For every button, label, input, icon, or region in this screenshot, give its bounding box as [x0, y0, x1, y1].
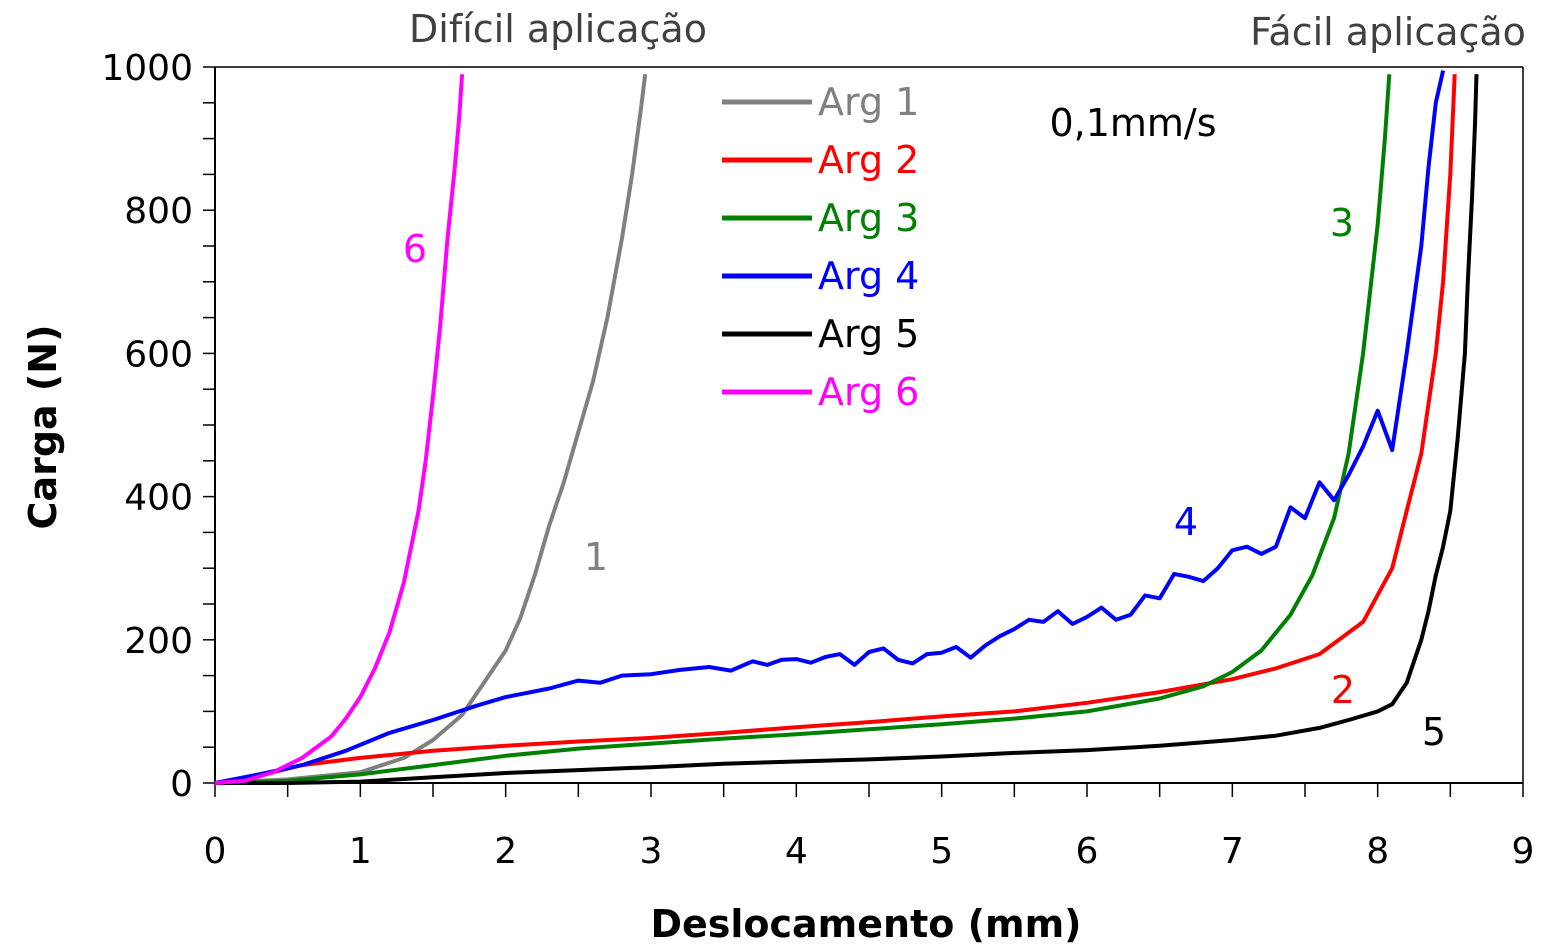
- series-line-arg-4: [214, 70, 1446, 785]
- legend-entry-label: Arg 6: [818, 370, 919, 414]
- legend-entry-label: Arg 1: [818, 80, 919, 124]
- annotation-easy-application: Fácil aplicação: [1250, 10, 1526, 54]
- x-tick-label: 0: [204, 831, 227, 872]
- x-tick-label: 2: [494, 831, 517, 872]
- legend-entry-label: Arg 2: [818, 138, 919, 182]
- x-tick-label: 9: [1512, 831, 1535, 872]
- plot-frame: [215, 66, 1524, 783]
- annotations: Difícil aplicação Fácil aplicação 0,1mm/…: [409, 7, 1526, 145]
- legend-entry-label: Arg 3: [818, 196, 919, 240]
- x-tick-label: 6: [1076, 831, 1099, 872]
- curve-label-arg-6: 6: [403, 227, 427, 271]
- x-tick-label: 7: [1221, 831, 1244, 872]
- x-tick-label: 1: [349, 831, 372, 872]
- curve-label-arg-3: 3: [1330, 201, 1354, 245]
- legend: Arg 1 Arg 2 Arg 3 Arg 4 Arg 5 Arg 6: [722, 80, 919, 414]
- annotation-hard-application: Difícil aplicação: [409, 7, 707, 51]
- x-axis-title: Deslocamento (mm): [650, 902, 1081, 946]
- series-line-arg-2: [214, 74, 1457, 785]
- y-tick-label: 200: [124, 621, 193, 662]
- curve-label-arg-5: 5: [1422, 710, 1446, 754]
- axes: 0 1 2 3 4 5 6 7 8 9 0 200 400 600 800 1000: [101, 48, 1534, 872]
- curve-label-arg-4: 4: [1174, 500, 1198, 544]
- legend-entry-label: Arg 4: [818, 254, 919, 298]
- y-tick-label: 800: [124, 191, 193, 232]
- y-tick-label: 600: [124, 334, 193, 375]
- series-line-arg-3: [214, 74, 1392, 785]
- axis-titles: Deslocamento (mm) Carga (N): [21, 325, 1082, 946]
- annotation-test-rate: 0,1mm/s: [1049, 101, 1216, 145]
- y-tick-label: 1000: [101, 48, 193, 89]
- x-tick-label: 3: [640, 831, 663, 872]
- x-tick-label: 5: [930, 831, 953, 872]
- y-axis-title: Carga (N): [21, 325, 65, 530]
- curve-label-arg-1: 1: [584, 535, 608, 579]
- series-line-arg-6: [214, 74, 465, 785]
- x-tick-label: 8: [1366, 831, 1389, 872]
- curve-label-arg-2: 2: [1331, 668, 1355, 712]
- x-tick-label: 4: [785, 831, 808, 872]
- series-line-arg-1: [214, 73, 648, 785]
- y-tick-label: 400: [124, 478, 193, 519]
- series-layer: 1 2 3 4 5 6: [214, 70, 1479, 785]
- series-line-arg-5: [215, 74, 1479, 785]
- y-tick-label: 0: [170, 764, 193, 805]
- legend-entry-label: Arg 5: [818, 312, 919, 356]
